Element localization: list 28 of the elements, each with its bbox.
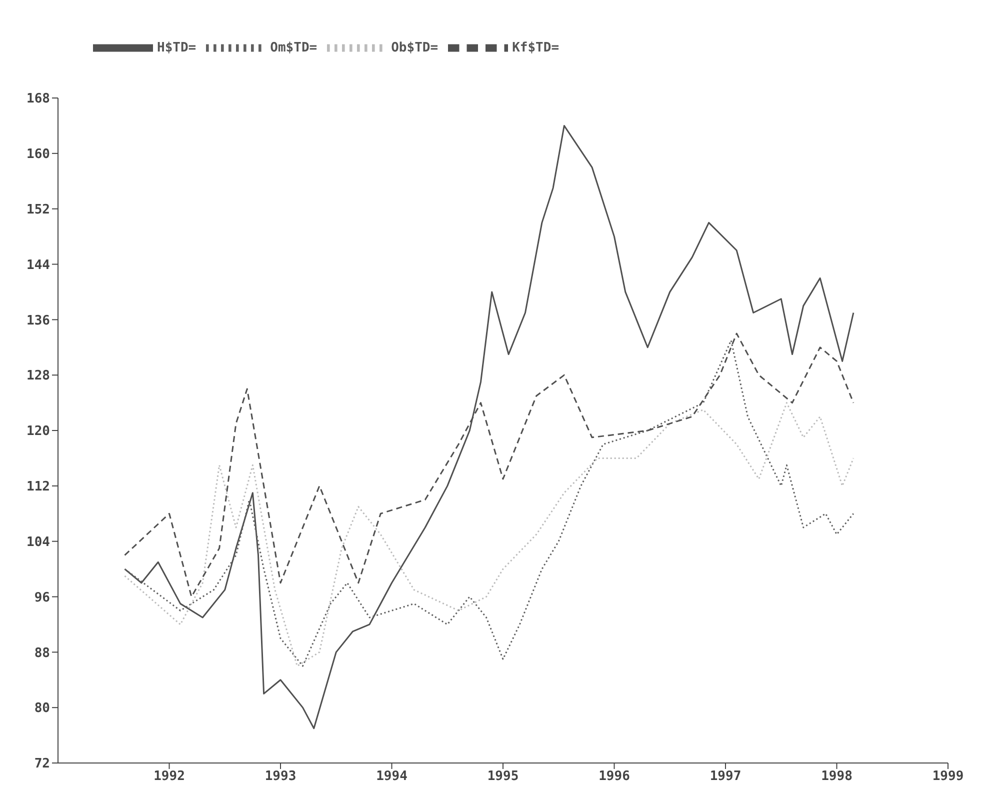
x-tick-label: 1998 <box>821 769 853 784</box>
legend-label: Om$TD= <box>270 40 318 56</box>
y-tick-label: 88 <box>34 646 50 661</box>
y-tick-label: 120 <box>26 424 50 440</box>
y-tick-label: 144 <box>26 258 50 273</box>
x-tick-label: 1994 <box>376 769 408 784</box>
y-tick-label: 104 <box>26 534 50 550</box>
y-tick-label: 128 <box>26 368 50 384</box>
line-series <box>124 340 854 667</box>
x-tick-label: 1999 <box>932 769 964 784</box>
y-tick-label: 80 <box>34 701 50 716</box>
y-tick-label: 72 <box>34 756 50 772</box>
y-tick-label: 168 <box>26 92 50 107</box>
x-tick-label: 1997 <box>710 769 742 784</box>
legend-label: H$TD= <box>157 40 196 56</box>
y-tick-label: 96 <box>34 590 50 606</box>
legend-label: Ob$TD= <box>391 40 438 56</box>
y-tick-label: 152 <box>26 202 50 218</box>
x-tick-label: 1992 <box>154 769 185 784</box>
legend-label: Kf$TD= <box>512 40 560 56</box>
x-tick-label: 1996 <box>598 769 630 784</box>
line-series <box>124 124 854 730</box>
y-tick-label: 112 <box>26 480 50 495</box>
line-series <box>124 402 854 667</box>
y-tick-label: 136 <box>26 313 50 328</box>
x-tick-label: 1993 <box>264 769 296 784</box>
x-tick-label: 1995 <box>487 769 519 784</box>
y-tick-label: 160 <box>26 147 50 162</box>
